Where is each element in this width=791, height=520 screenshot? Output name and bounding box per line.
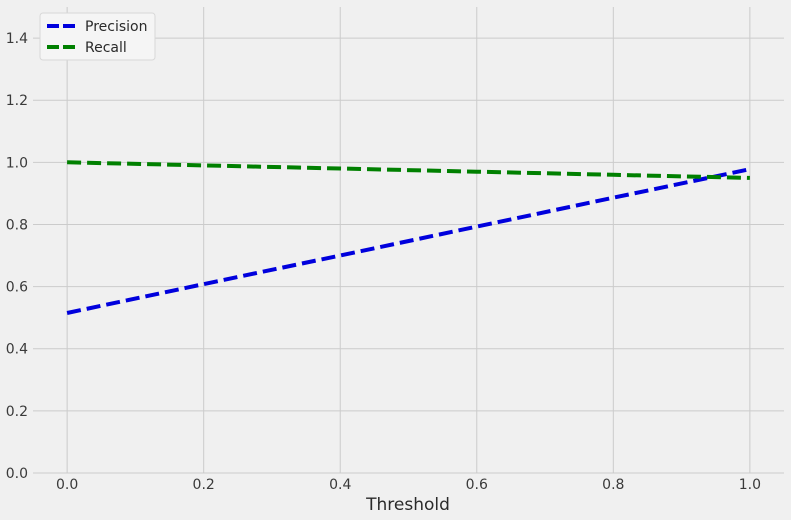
x-axis-label: Threshold [365,495,450,515]
y-tick-label: 0.2 [6,404,28,420]
x-tick-label: 1.0 [739,477,761,493]
y-tick-label: 0.0 [6,466,28,482]
series-lines [66,160,751,315]
x-tick-label: 0.0 [56,477,78,493]
series-line-precision [66,167,751,315]
x-tick-label: 0.2 [193,477,215,493]
legend: Precision Recall [39,12,156,61]
y-tick-label: 1.4 [6,31,28,47]
legend-label-recall: Recall [85,40,127,56]
x-tick-label: 0.4 [329,477,351,493]
x-tick-label: 0.6 [466,477,488,493]
y-tick-label: 0.4 [6,342,28,358]
legend-label-precision: Precision [85,19,147,35]
grid [33,7,784,474]
y-tick-label: 0.6 [6,280,28,296]
series-line-recall [67,160,750,180]
tick-labels: 0.0 0.2 0.4 0.6 0.8 1.0 0.0 0.2 0.4 0.6 0.8 1.0 1.2 1… [6,31,761,493]
y-tick-label: 1.2 [6,93,28,109]
x-tick-label: 0.8 [602,477,624,493]
y-tick-label: 0.8 [6,217,28,233]
y-tick-label: 1.0 [6,155,28,171]
